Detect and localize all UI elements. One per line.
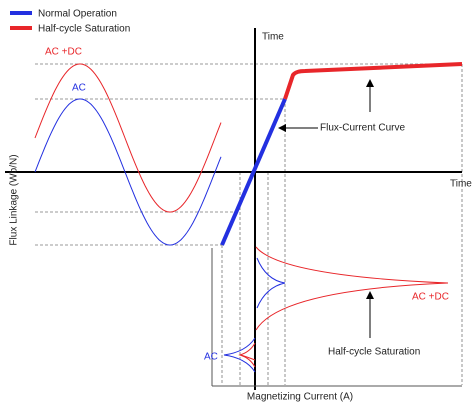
current-waves	[223, 246, 449, 373]
legend-label: Normal Operation	[38, 9, 117, 20]
guides	[35, 63, 463, 385]
curve-saturation	[283, 62, 463, 100]
legend-label: Half-cycle Saturation	[38, 24, 130, 35]
flux-wave-normal	[34, 98, 222, 246]
axis-label: Flux Linkage (Wb/N)	[9, 154, 20, 245]
annotation: Half-cycle Saturation	[328, 347, 420, 358]
annotation: AC +DC	[412, 292, 449, 303]
axis-label: Time	[262, 32, 284, 43]
annotation: AC +DC	[45, 47, 82, 58]
axis-label: Magnetizing Current (A)	[247, 392, 353, 403]
annotation: AC	[204, 352, 218, 363]
curve-normal	[220, 98, 287, 246]
flux-wave-saturation	[34, 63, 222, 213]
annotation: AC	[72, 83, 86, 94]
annotation: Flux-Current Curve	[320, 123, 405, 134]
axis-label: Time	[450, 179, 472, 190]
